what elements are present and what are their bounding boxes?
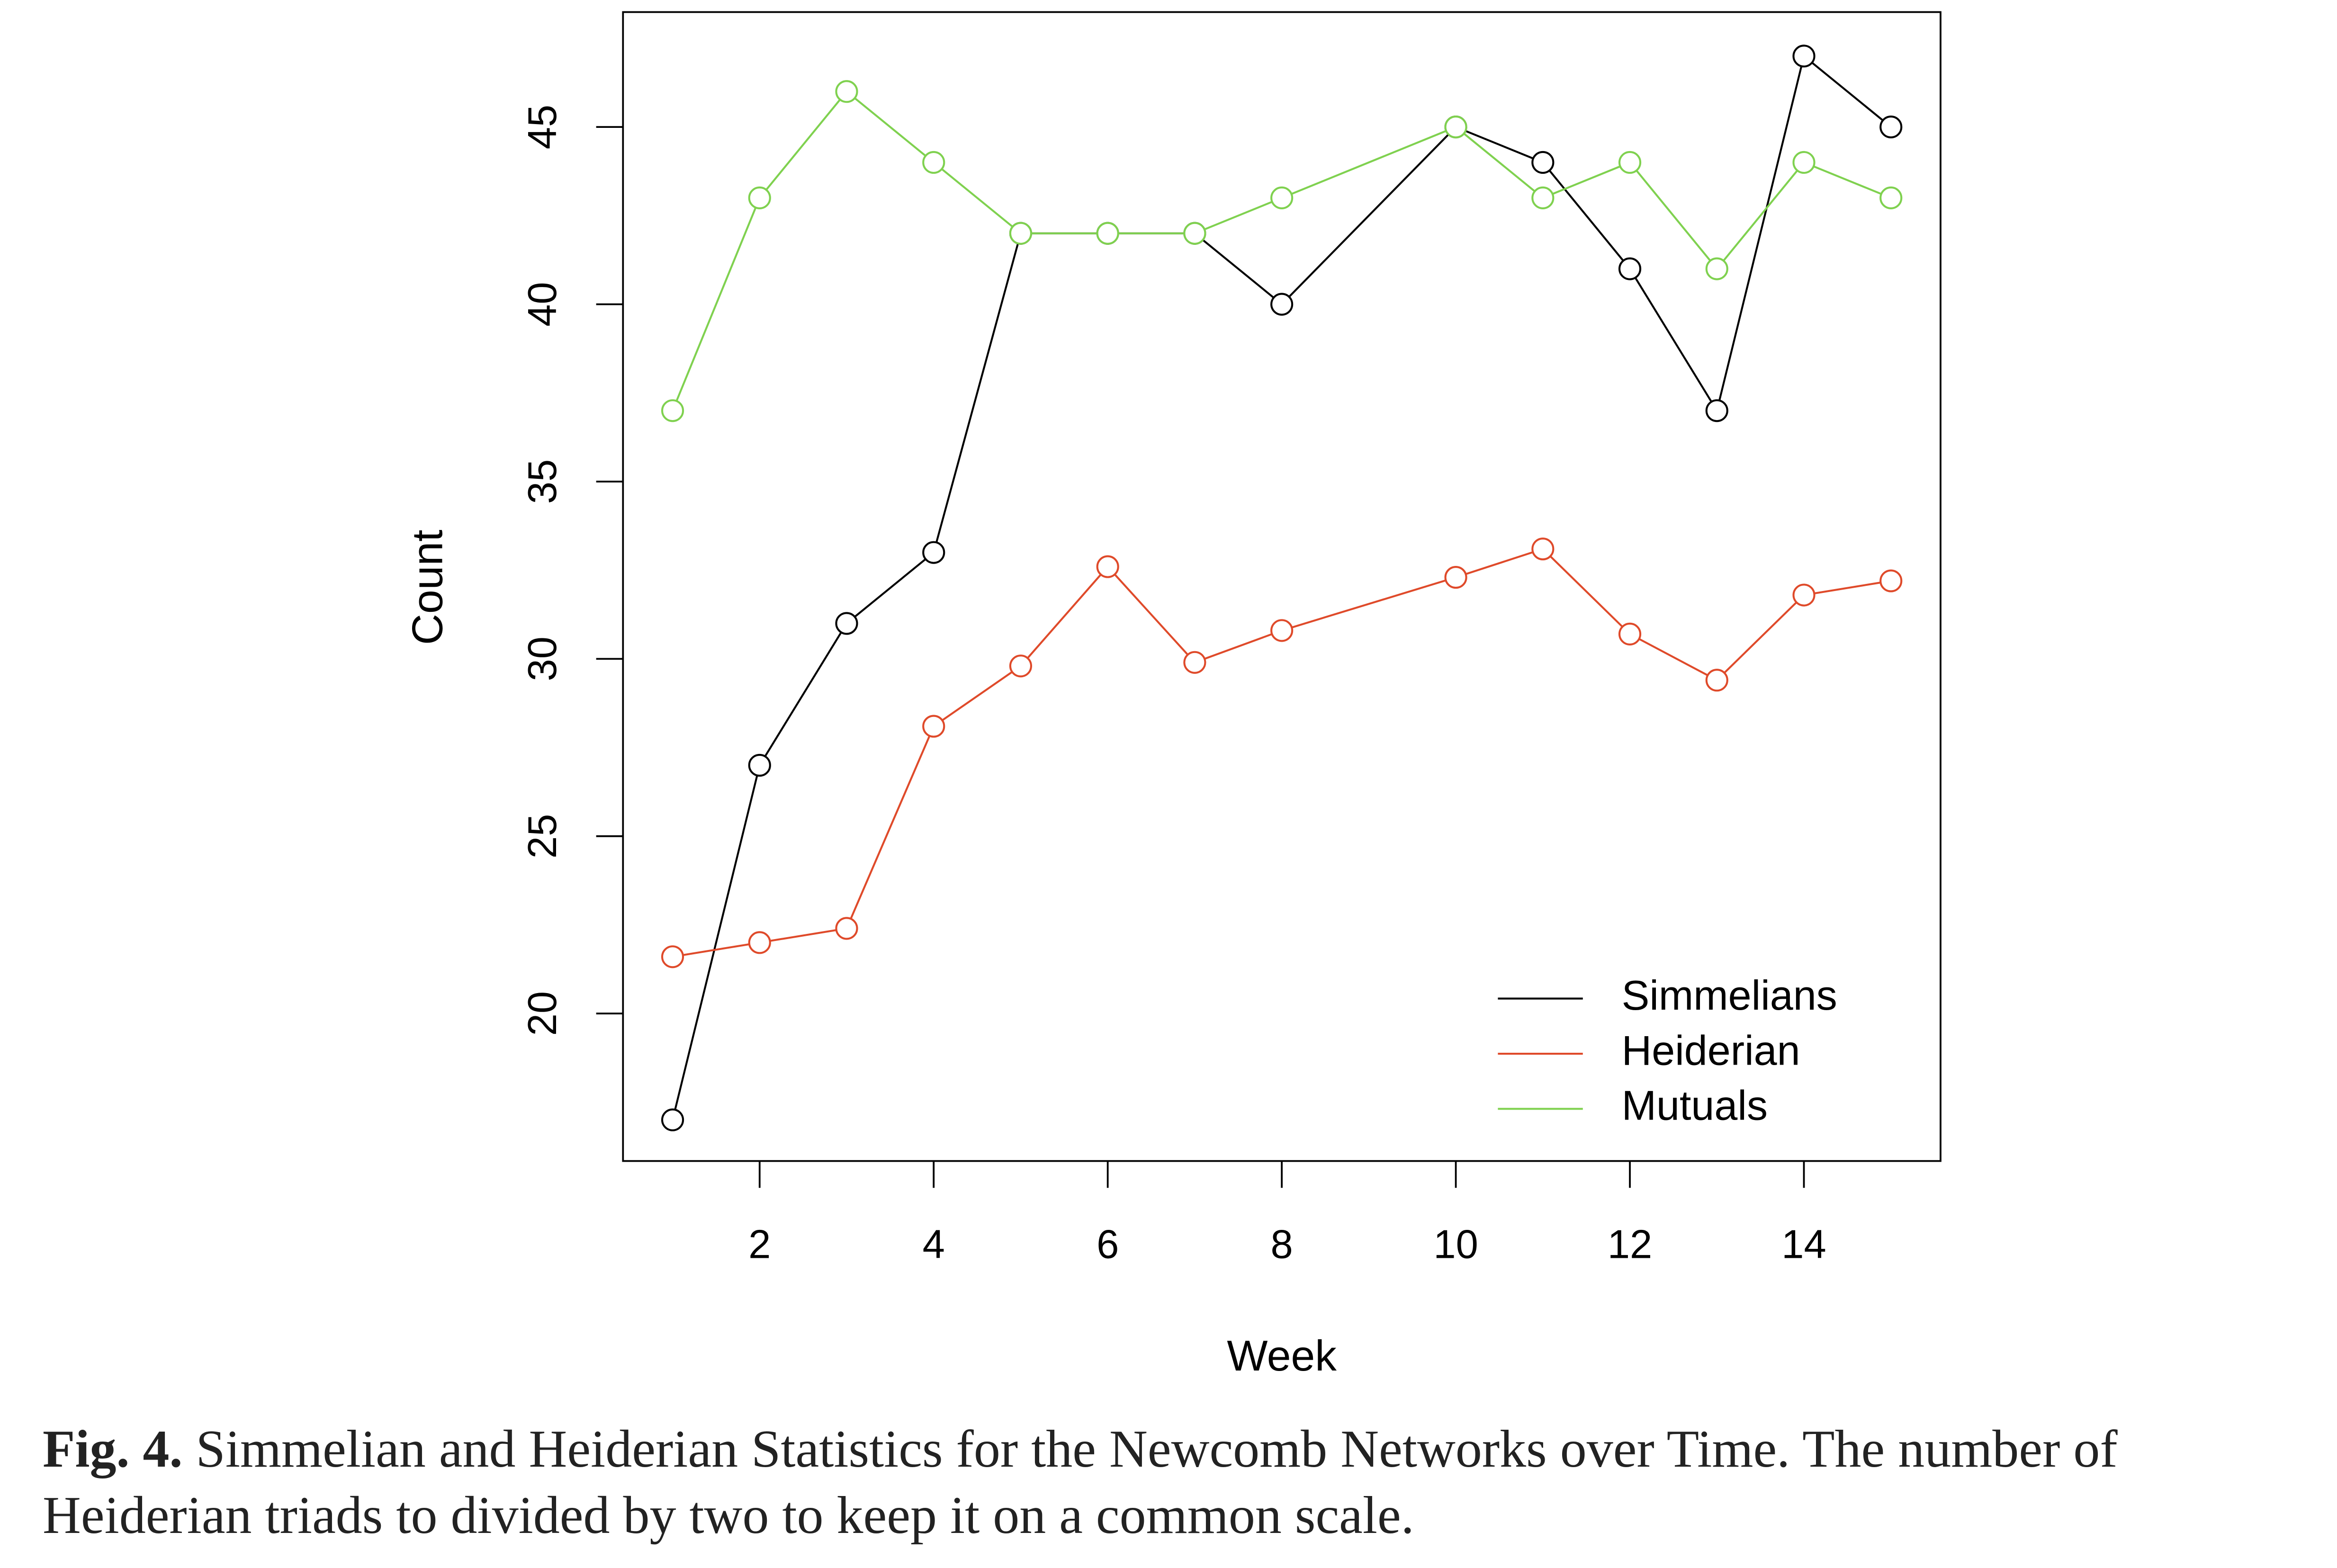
data-point xyxy=(748,753,771,777)
x-axis-title: Week xyxy=(1227,1332,1337,1380)
data-point xyxy=(1009,654,1033,678)
y-tick-label: 25 xyxy=(520,814,565,859)
legend-label: Heiderian xyxy=(1622,1027,1800,1074)
data-point xyxy=(1270,293,1294,316)
y-tick-label: 35 xyxy=(520,459,565,504)
caption-text: Simmelian and Heiderian Statistics for t… xyxy=(43,1420,2118,1545)
y-tick-label: 45 xyxy=(520,105,565,150)
y-tick-label: 30 xyxy=(520,636,565,681)
data-point xyxy=(1444,566,1467,589)
x-tick-label: 2 xyxy=(748,1222,771,1267)
series-line xyxy=(672,90,1892,411)
data-point xyxy=(1618,622,1642,645)
x-tick-label: 10 xyxy=(1433,1222,1478,1267)
data-point xyxy=(922,541,945,564)
data-point xyxy=(922,151,945,174)
series-line xyxy=(672,54,1892,1120)
x-tick-label: 14 xyxy=(1781,1222,1826,1267)
x-tick-label: 6 xyxy=(1097,1222,1119,1267)
data-point xyxy=(661,945,684,968)
data-point xyxy=(1270,186,1294,209)
data-point xyxy=(1444,116,1467,139)
legend-label: Mutuals xyxy=(1622,1082,1768,1129)
data-point xyxy=(835,917,858,940)
y-tick-label: 40 xyxy=(520,282,565,327)
data-point xyxy=(835,612,858,635)
legend-label: Simmelians xyxy=(1622,972,1837,1019)
data-point xyxy=(1792,583,1816,607)
data-point xyxy=(748,186,771,209)
x-tick-label: 4 xyxy=(923,1222,945,1267)
data-point xyxy=(1270,619,1294,642)
caption: Fig. 4. Simmelian and Heiderian Statisti… xyxy=(43,1416,2335,1549)
data-point xyxy=(748,931,771,954)
data-point xyxy=(1705,257,1728,280)
data-point xyxy=(1792,45,1816,68)
data-point xyxy=(1183,651,1206,674)
data-point xyxy=(1705,399,1728,422)
x-tick-label: 12 xyxy=(1608,1222,1653,1267)
data-point xyxy=(1009,222,1033,245)
data-point xyxy=(1618,257,1642,280)
data-point xyxy=(835,80,858,103)
data-point xyxy=(1096,555,1119,578)
chart: Week Count 2 4 6 8 10 12 14 20 25 30 35 40 45 Simmeli… xyxy=(404,11,1942,1380)
data-point xyxy=(1879,116,1903,139)
x-tick-label: 8 xyxy=(1271,1222,1293,1267)
data-point xyxy=(661,1108,684,1131)
data-point xyxy=(1531,538,1555,561)
data-point xyxy=(661,399,684,422)
y-tick-label: 20 xyxy=(520,991,565,1036)
caption-label: Fig. 4. xyxy=(43,1420,183,1478)
data-point xyxy=(1879,186,1903,209)
data-point xyxy=(1618,151,1642,174)
series-line xyxy=(672,547,1891,958)
data-point xyxy=(1183,222,1206,245)
data-point xyxy=(1792,151,1816,174)
data-point xyxy=(1531,151,1555,174)
data-point xyxy=(1096,222,1119,245)
data-point xyxy=(1531,186,1555,209)
data-point xyxy=(1705,669,1728,692)
y-axis-title: Count xyxy=(404,529,452,645)
data-point xyxy=(922,715,945,738)
data-point xyxy=(1879,569,1903,592)
